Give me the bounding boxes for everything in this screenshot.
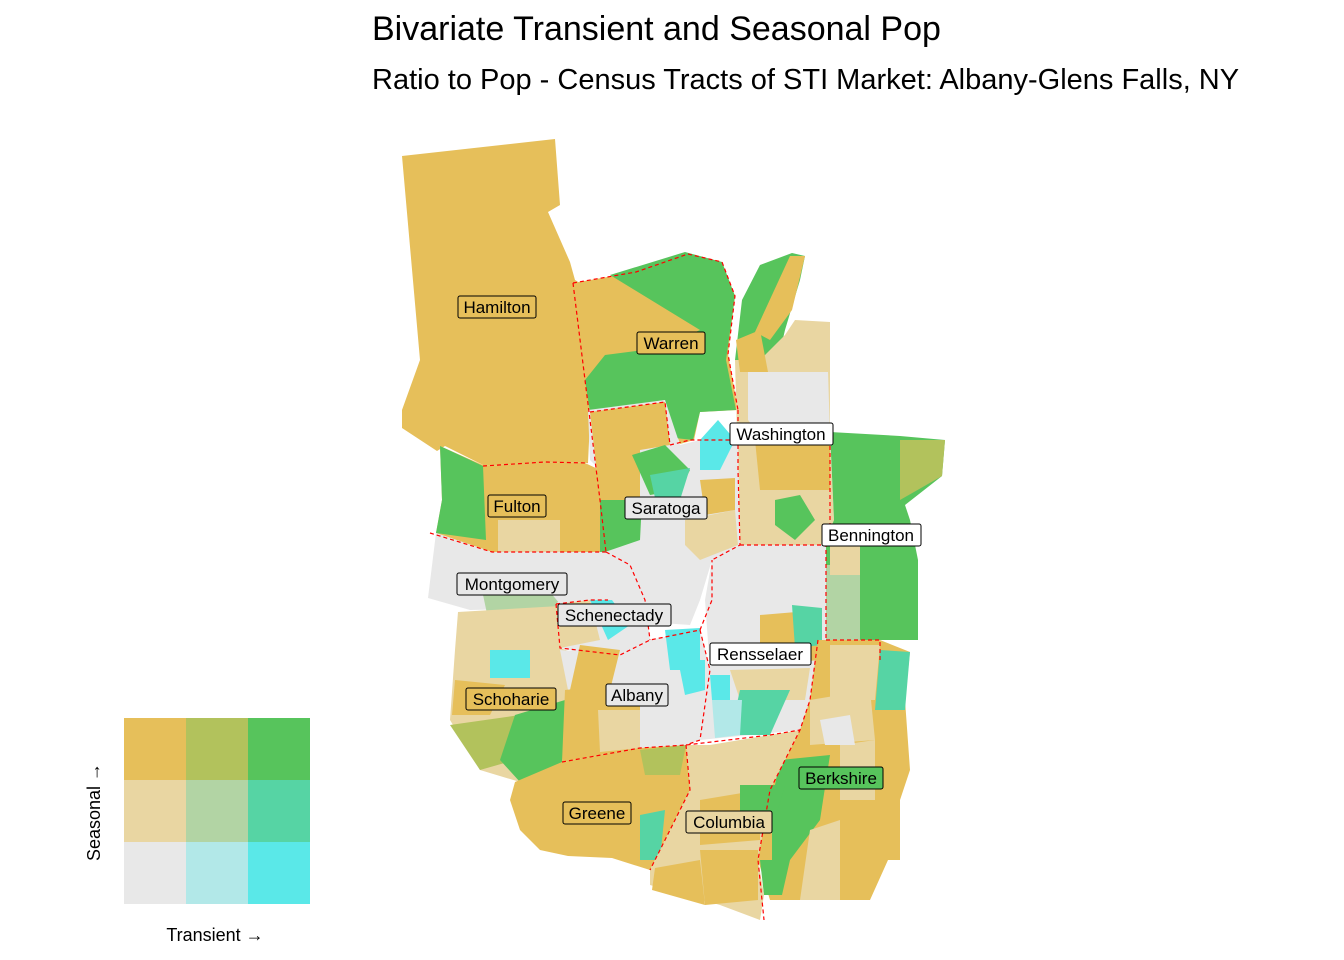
county-labels: Hamilton Warren Washington Fulton Sarato…	[456, 295, 922, 834]
tract	[490, 650, 530, 678]
tract	[712, 700, 742, 738]
tract	[760, 860, 790, 895]
tract	[498, 520, 560, 552]
county-border	[429, 532, 606, 553]
tract	[500, 700, 565, 782]
legend-cell	[124, 842, 186, 904]
tract	[800, 820, 840, 900]
county-border	[572, 253, 739, 411]
tract	[700, 850, 758, 905]
county-border	[561, 729, 801, 763]
county-label-albany: Albany	[605, 683, 669, 707]
tract	[820, 715, 855, 745]
tract	[652, 860, 705, 905]
county-label-text: Schenectady	[565, 606, 664, 625]
legend-cell	[248, 780, 310, 842]
county-label-text: Schoharie	[473, 690, 550, 709]
county-label-columbia: Columbia	[685, 810, 773, 834]
legend-cell	[186, 718, 248, 780]
tract	[792, 605, 822, 648]
county-label-berkshire: Berkshire	[798, 766, 884, 790]
tract	[678, 660, 705, 695]
tract	[830, 540, 860, 575]
tract	[900, 440, 945, 500]
county-label-text: Rensselaer	[717, 645, 803, 664]
tract	[700, 478, 735, 515]
tract	[590, 402, 670, 500]
tract	[640, 810, 665, 860]
legend-cell	[124, 780, 186, 842]
county-label-text: Warren	[643, 334, 698, 353]
county-border	[649, 744, 691, 871]
tract	[755, 256, 805, 340]
county-label-text: Hamilton	[463, 298, 530, 317]
county-label-text: Columbia	[693, 813, 765, 832]
county-label-fulton: Fulton	[487, 494, 547, 518]
county-label-rensselaer: Rensselaer	[709, 642, 812, 666]
tract	[830, 645, 880, 700]
legend-y-label: Seasonal →	[84, 763, 104, 861]
legend-cell	[186, 780, 248, 842]
tract	[710, 675, 730, 700]
county-label-text: Fulton	[493, 497, 540, 516]
county-label-washington: Washington	[729, 422, 834, 446]
tract	[436, 446, 486, 540]
legend-cell	[248, 718, 310, 780]
tract	[775, 495, 815, 540]
tract	[700, 420, 735, 470]
county-label-schoharie: Schoharie	[465, 687, 557, 711]
tract	[748, 372, 830, 435]
tract	[755, 440, 830, 490]
county-label-text: Bennington	[828, 526, 914, 545]
county-label-text: Greene	[569, 804, 626, 823]
county-border	[685, 629, 711, 746]
tract	[640, 745, 686, 775]
county-label-warren: Warren	[636, 331, 706, 355]
county-border	[589, 401, 738, 446]
tract	[650, 468, 690, 500]
county-label-saratoga: Saratoga	[624, 496, 708, 520]
county-label-schenectady: Schenectady	[557, 603, 672, 627]
map-subtitle: Ratio to Pop - Census Tracts of STI Mark…	[372, 64, 1240, 96]
county-border	[757, 639, 819, 921]
county-border	[572, 282, 607, 553]
county-label-text: Montgomery	[465, 575, 560, 594]
county-label-hamilton: Hamilton	[457, 295, 537, 319]
tract	[598, 710, 640, 752]
tract	[685, 510, 738, 560]
legend-cell	[186, 842, 248, 904]
tract	[585, 252, 736, 440]
county-label-greene: Greene	[562, 801, 632, 825]
tract	[570, 645, 620, 690]
legend-grid	[124, 718, 310, 904]
tract	[730, 690, 790, 735]
county-label-text: Albany	[611, 686, 663, 705]
legend-cell	[124, 718, 186, 780]
bivariate-legend: Transient → Seasonal →	[84, 718, 310, 945]
county-border	[555, 560, 713, 656]
legend-cell	[248, 842, 310, 904]
county-label-text: Berkshire	[805, 769, 877, 788]
county-label-bennington: Bennington	[821, 523, 922, 547]
tract	[665, 628, 700, 670]
map-title: Bivariate Transient and Seasonal Pop	[372, 10, 941, 48]
legend-x-label: Transient →	[166, 925, 263, 945]
tract	[875, 650, 910, 710]
county-label-text: Saratoga	[632, 499, 702, 518]
tract	[736, 330, 768, 372]
county-label-montgomery: Montgomery	[456, 572, 568, 596]
county-label-text: Washington	[736, 425, 825, 444]
county-border	[826, 639, 881, 660]
tract	[826, 565, 860, 640]
